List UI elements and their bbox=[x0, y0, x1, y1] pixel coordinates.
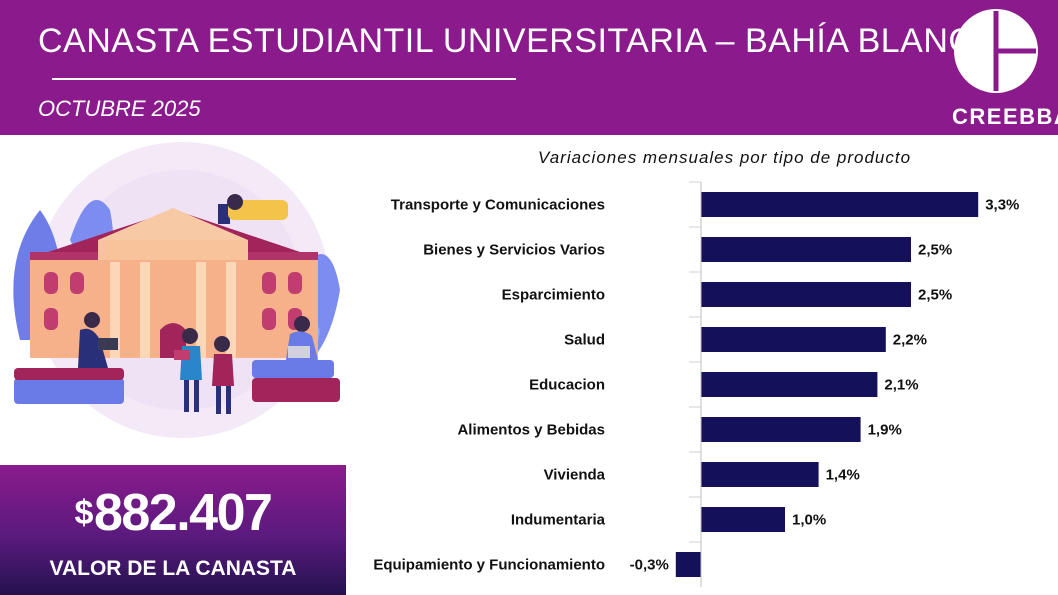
bar bbox=[701, 327, 886, 352]
category-label: Vivienda bbox=[544, 467, 606, 484]
creebba-logo-icon bbox=[954, 9, 1038, 93]
basket-value: $882.407 bbox=[0, 483, 346, 543]
chart-title: Variaciones mensuales por tipo de produc… bbox=[538, 148, 912, 167]
currency-symbol: $ bbox=[74, 494, 94, 532]
university-illustration bbox=[13, 142, 340, 438]
category-label: Salud bbox=[564, 332, 605, 349]
data-label: 1,9% bbox=[868, 422, 902, 439]
data-label: 2,5% bbox=[918, 287, 952, 304]
data-label: 2,1% bbox=[884, 377, 918, 394]
page-subtitle: OCTUBRE 2025 bbox=[38, 96, 201, 121]
data-label: 1,0% bbox=[792, 512, 826, 529]
bar bbox=[701, 372, 878, 397]
basket-value-number: 882.407 bbox=[93, 484, 273, 542]
bar bbox=[701, 417, 861, 442]
header-banner: CANASTA ESTUDIANTIL UNIVERSITARIA – BAHÍ… bbox=[0, 0, 1058, 135]
data-label: 3,3% bbox=[985, 197, 1019, 214]
basket-value-label: VALOR DE LA CANASTA bbox=[49, 557, 297, 580]
logo-text: CREEBBA bbox=[952, 104, 1058, 129]
bar bbox=[701, 237, 911, 262]
data-label: 2,2% bbox=[893, 332, 927, 349]
category-label: Alimentos y Bebidas bbox=[457, 422, 605, 439]
bar bbox=[701, 192, 979, 217]
category-label: Indumentaria bbox=[511, 512, 606, 529]
title-underline bbox=[52, 78, 516, 80]
data-label: 1,4% bbox=[826, 467, 860, 484]
bar bbox=[701, 507, 785, 532]
category-label: Esparcimiento bbox=[502, 287, 605, 304]
category-label: Transporte y Comunicaciones bbox=[391, 197, 605, 214]
basket-value-box: $882.407 VALOR DE LA CANASTA bbox=[0, 465, 346, 595]
category-label: Educacion bbox=[529, 377, 605, 394]
data-label: 2,5% bbox=[918, 242, 952, 259]
category-label: Equipamiento y Funcionamiento bbox=[373, 557, 605, 574]
data-label: -0,3% bbox=[630, 557, 669, 574]
category-label: Bienes y Servicios Varios bbox=[423, 242, 605, 259]
bar bbox=[701, 282, 911, 307]
bar bbox=[675, 552, 701, 577]
page-title: CANASTA ESTUDIANTIL UNIVERSITARIA – BAHÍ… bbox=[38, 22, 997, 60]
bar bbox=[701, 462, 819, 487]
